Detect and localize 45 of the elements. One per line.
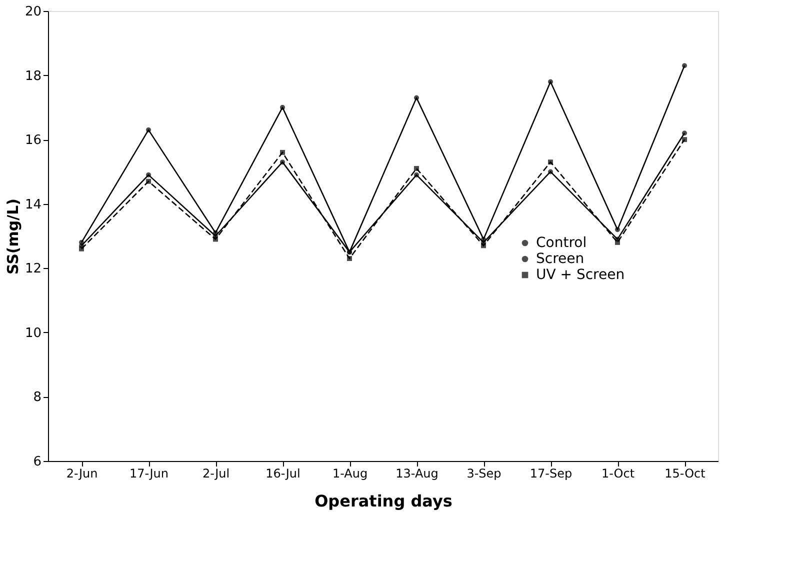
point [280,160,285,165]
point [682,137,687,142]
y-tick-label: 20 [24,4,42,20]
x-tick-label: 16-Jul [266,466,300,480]
y-axis-title: SS(mg/L) [4,198,22,275]
point [213,236,218,242]
legend-label: UV + Screen [536,267,625,283]
point [347,256,352,261]
point [146,127,151,132]
point [682,130,687,136]
point [548,160,553,165]
y-tick-label: 12 [24,262,42,277]
point [615,227,620,232]
y-tick-label: 8 [33,390,42,406]
point [280,150,285,155]
x-axis-title: Operating days [314,492,452,510]
point [548,169,553,174]
legend-label: Screen [536,251,584,267]
y-tick-label: 10 [24,326,42,341]
x-tick-label: 17-Sep [530,466,572,480]
x-tick-label: 1-Oct [601,466,635,480]
x-tick-label: 17-Jun [129,466,169,480]
point [347,250,352,255]
y-tick-label: 16 [24,133,42,148]
x-tick-label: 3-Sep [466,466,502,480]
x-tick-label: 2-Jun [66,466,98,480]
x-tick-label: 1-Aug [332,466,368,480]
x-tick-label: 15-Oct [664,466,706,480]
y-tick-label: 18 [24,68,42,84]
point [481,243,486,248]
x-tick-label: 13-Aug [396,466,438,480]
point [280,104,285,110]
point [146,178,151,184]
y-tick-label: 14 [24,197,42,212]
point [548,79,553,84]
point [146,172,151,178]
point [414,95,419,100]
point [79,246,84,252]
x-tick-label: 2-Jul [202,466,230,480]
point [615,240,620,245]
y-tick-label: 6 [33,454,42,470]
point [414,166,419,171]
point [414,172,419,178]
legend-label: Control [536,235,587,251]
point [682,63,687,68]
